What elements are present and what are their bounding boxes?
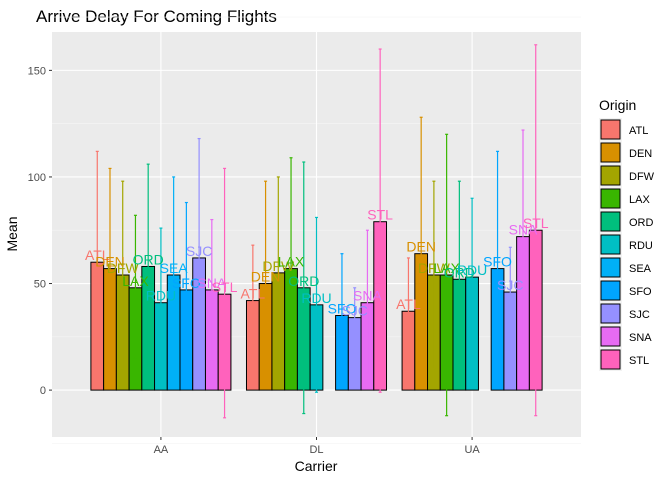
chart-title: Arrive Delay For Coming Flights [36, 7, 277, 26]
bar-label: LAX [278, 254, 305, 270]
bar-label: SNA [509, 222, 538, 238]
bar-label: ORD [133, 251, 164, 267]
bar-label: SJC [341, 303, 367, 319]
bar-label: STL [212, 279, 238, 295]
bar-label: SNA [353, 288, 382, 304]
error-bars [95, 44, 538, 419]
y-tick-label: 150 [28, 65, 46, 77]
y-axis-title: Mean [4, 216, 20, 251]
y-tick-label: 50 [34, 279, 46, 291]
bar-label: DEN [251, 269, 281, 285]
legend-swatch-dfw [600, 165, 621, 186]
legend-label-sjc: SJC [629, 309, 650, 321]
legend-swatch-atl [600, 119, 621, 140]
y-tick-label: 0 [40, 385, 46, 397]
bar-label: LAX [122, 273, 149, 289]
bar-label: LAX [433, 260, 460, 276]
legend-label-rdu: RDU [629, 240, 653, 252]
bar-label: ATL [241, 286, 266, 302]
legend-label-sfo: SFO [629, 286, 652, 298]
y-tick-label: 100 [28, 172, 46, 184]
legend: Origin ATL DEN DFW LAX ORD RDU SEA SFO SJC SNA STL [599, 97, 655, 371]
legend-swatch-lax [600, 188, 621, 209]
x-tick-label: AA [154, 444, 169, 456]
bar-label: SFO [483, 254, 512, 270]
bar-label: RDU [146, 288, 176, 304]
legend-swatch-sea [600, 257, 621, 278]
bar-label: ORD [288, 273, 319, 289]
legend-label-dfw: DFW [629, 171, 655, 183]
legend-swatch-den [600, 142, 621, 163]
legend-swatch-sna [600, 326, 621, 347]
legend-label-atl: ATL [629, 125, 648, 137]
bar-label: DEN [406, 239, 436, 255]
bar-label: SFO [172, 275, 201, 291]
x-axis-title: Carrier [295, 458, 338, 474]
bar-label: SJC [186, 243, 212, 259]
bar-label: ATL [396, 296, 421, 312]
bar-label: DFW [107, 260, 140, 276]
x-tick-label: UA [464, 444, 480, 456]
legend-label-sea: SEA [629, 263, 652, 275]
legend-swatch-sfo [600, 280, 621, 301]
bar-label: DFW [262, 258, 295, 274]
bar-label: ATL [85, 247, 110, 263]
legend-label-den: DEN [629, 148, 652, 160]
bar-label: STL [367, 207, 393, 223]
bar-label: SFO [328, 301, 357, 317]
bar-label: ORD [444, 264, 475, 280]
bar-label: SEA [160, 260, 189, 276]
legend-swatch-sjc [600, 303, 621, 324]
legend-title: Origin [599, 97, 636, 113]
legend-label-sna: SNA [629, 332, 652, 344]
legend-swatch-stl [600, 349, 621, 370]
bar-label: DEN [95, 254, 125, 270]
legend-swatch-ord [600, 211, 621, 232]
x-tick-label: DL [309, 444, 323, 456]
legend-label-ord: ORD [629, 217, 654, 229]
legend-label-lax: LAX [629, 194, 650, 206]
legend-swatch-rdu [600, 234, 621, 255]
y-axis-ticks: 0 50 100 150 [28, 65, 52, 397]
x-axis-ticks: AA DL UA [154, 437, 480, 456]
bar-label: RDU [457, 262, 487, 278]
bar-label: RDU [301, 290, 331, 306]
bar-label: SJC [497, 277, 523, 293]
legend-label-stl: STL [629, 355, 649, 367]
bar-label: DFW [418, 260, 451, 276]
bar-label: SNA [197, 275, 226, 291]
bar-label: STL [523, 215, 549, 231]
